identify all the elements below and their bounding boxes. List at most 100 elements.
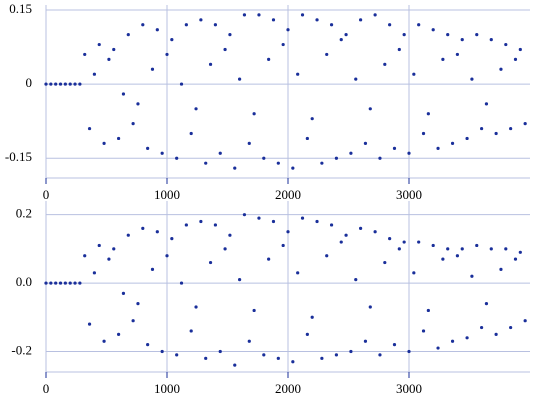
point	[63, 82, 67, 86]
point	[513, 257, 518, 261]
point	[315, 18, 319, 22]
point	[107, 57, 111, 61]
point	[325, 254, 329, 258]
point	[450, 141, 455, 145]
point	[513, 57, 518, 61]
point	[504, 247, 508, 251]
x-tick-label: 1000	[154, 187, 180, 202]
point	[455, 254, 459, 258]
point	[262, 353, 266, 357]
point	[509, 325, 513, 330]
point	[54, 281, 58, 285]
point	[349, 349, 353, 354]
point	[470, 274, 474, 278]
point	[436, 146, 440, 150]
point	[247, 141, 251, 145]
point	[146, 343, 150, 347]
point	[494, 131, 498, 136]
point	[238, 278, 242, 282]
point	[455, 52, 459, 57]
point	[49, 281, 53, 285]
point	[499, 67, 503, 71]
point	[170, 237, 174, 241]
point	[431, 28, 435, 32]
point	[407, 349, 411, 354]
point	[383, 260, 387, 265]
point	[417, 23, 421, 27]
point	[73, 281, 77, 285]
point	[465, 336, 469, 340]
x-tick-label: 2000	[275, 187, 301, 202]
x-tick-label: 0	[43, 187, 50, 202]
point	[262, 156, 266, 160]
point	[218, 349, 222, 354]
point	[68, 82, 72, 86]
point	[441, 57, 445, 61]
point	[431, 243, 435, 248]
point	[267, 57, 271, 61]
point	[102, 141, 106, 145]
point	[204, 161, 208, 165]
point	[344, 33, 348, 37]
point	[87, 322, 92, 326]
point	[228, 33, 232, 37]
point	[87, 126, 92, 131]
y-tick-label: 0.0	[16, 274, 32, 289]
point	[310, 315, 314, 319]
point	[421, 329, 426, 333]
point	[194, 107, 198, 111]
point	[402, 33, 406, 37]
point	[252, 112, 256, 116]
point	[363, 339, 368, 343]
point	[484, 302, 489, 306]
point	[359, 226, 363, 230]
point	[117, 136, 121, 141]
point	[325, 52, 329, 57]
point	[97, 243, 101, 248]
point	[223, 247, 227, 251]
point	[233, 166, 237, 170]
y-tick-label: 0.2	[16, 206, 32, 221]
x-tick-label: 3000	[396, 381, 422, 396]
point	[489, 247, 493, 251]
point	[107, 257, 111, 261]
point	[73, 82, 77, 86]
point	[150, 267, 155, 271]
point	[310, 117, 314, 121]
point	[480, 325, 484, 330]
point	[426, 308, 430, 313]
point	[141, 226, 145, 230]
point	[392, 146, 397, 150]
point	[271, 219, 276, 224]
point	[213, 23, 217, 27]
point	[78, 281, 82, 285]
point	[233, 363, 237, 367]
y-tick-label: -0.15	[5, 149, 32, 164]
point	[146, 146, 150, 150]
point	[296, 72, 300, 76]
point	[175, 156, 179, 160]
point	[354, 278, 358, 282]
point	[281, 243, 285, 248]
point	[179, 281, 184, 285]
point	[489, 38, 493, 42]
point	[208, 260, 213, 265]
point	[523, 122, 527, 126]
point	[281, 42, 285, 47]
point	[58, 281, 63, 285]
point	[223, 47, 227, 52]
point	[291, 360, 295, 364]
point	[276, 356, 280, 360]
x-tick-label: 1000	[154, 381, 180, 396]
point	[218, 151, 222, 155]
point	[392, 343, 397, 347]
point	[480, 126, 484, 131]
point	[83, 254, 87, 258]
point	[484, 102, 489, 106]
point	[155, 230, 159, 234]
point	[141, 23, 145, 27]
point	[339, 38, 343, 42]
point	[276, 161, 280, 165]
point	[518, 250, 522, 254]
point	[378, 353, 382, 357]
